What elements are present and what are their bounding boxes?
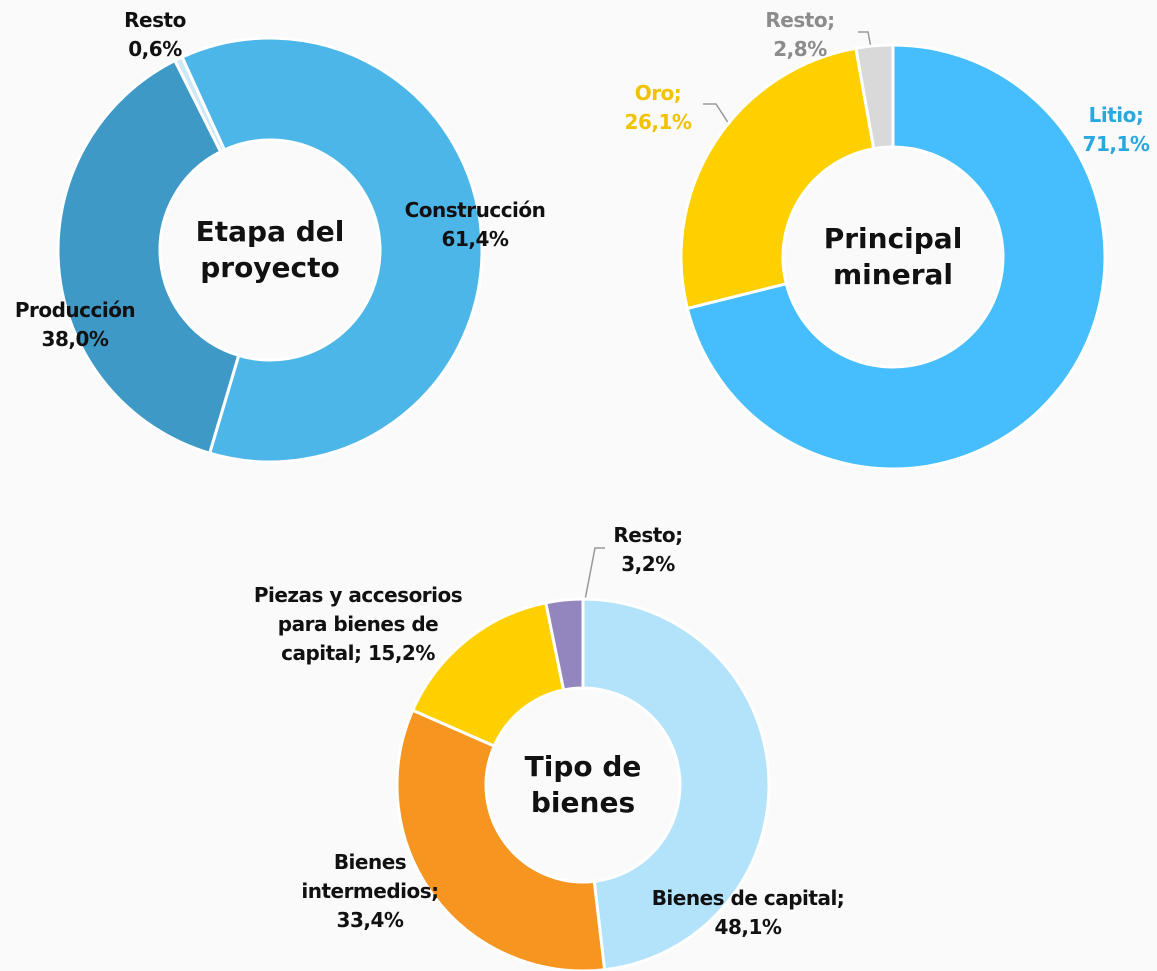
donut-slice (544, 597, 585, 692)
category-label: Bienes intermedios; (301, 850, 439, 903)
category-label: Construcción (404, 198, 546, 222)
slice-label: Bienes de capital; 48,1% (628, 884, 868, 942)
category-label: Oro; (634, 81, 682, 105)
donut-slice (581, 597, 771, 971)
donut-slice (685, 43, 1107, 471)
slice-label: Bienes intermedios; 33,4% (300, 848, 440, 935)
donut-slice (56, 58, 241, 456)
category-label: Producción (14, 298, 136, 322)
category-label: Resto (124, 8, 186, 32)
value-label: 48,1% (714, 915, 782, 939)
center-title: Tipo de bienes (524, 750, 642, 819)
value-label: 3,2% (621, 552, 675, 576)
category-label: Litio; (1088, 103, 1144, 127)
slice-label: Producción 38,0% (0, 296, 155, 354)
center-title: Etapa del proyecto (195, 215, 345, 284)
donut-slice (180, 36, 484, 464)
category-label: Bienes de capital; (651, 886, 845, 910)
value-label: 33,4% (336, 908, 404, 932)
value-label: 15,2% (368, 641, 435, 665)
slice-label: Piezas y accesorios para bienes de capit… (238, 581, 478, 668)
center-title: Principal mineral (823, 222, 963, 291)
slice-label: Resto; 3,2% (598, 521, 698, 579)
slice-label: Construcción 61,4% (375, 196, 575, 254)
category-label: Resto; (765, 8, 835, 32)
category-label: Resto; (613, 523, 683, 547)
donut-slice (679, 46, 876, 311)
value-label: 38,0% (41, 327, 109, 351)
value-label: 2,8% (773, 37, 827, 61)
donut-slice (395, 708, 607, 971)
value-label: 26,1% (624, 110, 692, 134)
slice-label: Resto; 2,8% (750, 6, 850, 64)
donut-slice (854, 43, 895, 151)
value-label: 61,4% (441, 227, 509, 251)
value-label: 0,6% (128, 37, 182, 61)
slice-label: Oro; 26,1% (608, 79, 708, 137)
donut-slice (172, 55, 227, 154)
category-label: Piezas y accesorios para bienes de capit… (253, 583, 463, 665)
slice-label: Litio; 71,1% (1066, 101, 1157, 159)
value-label: 71,1% (1082, 132, 1150, 156)
slice-label: Resto 0,6% (95, 6, 215, 64)
